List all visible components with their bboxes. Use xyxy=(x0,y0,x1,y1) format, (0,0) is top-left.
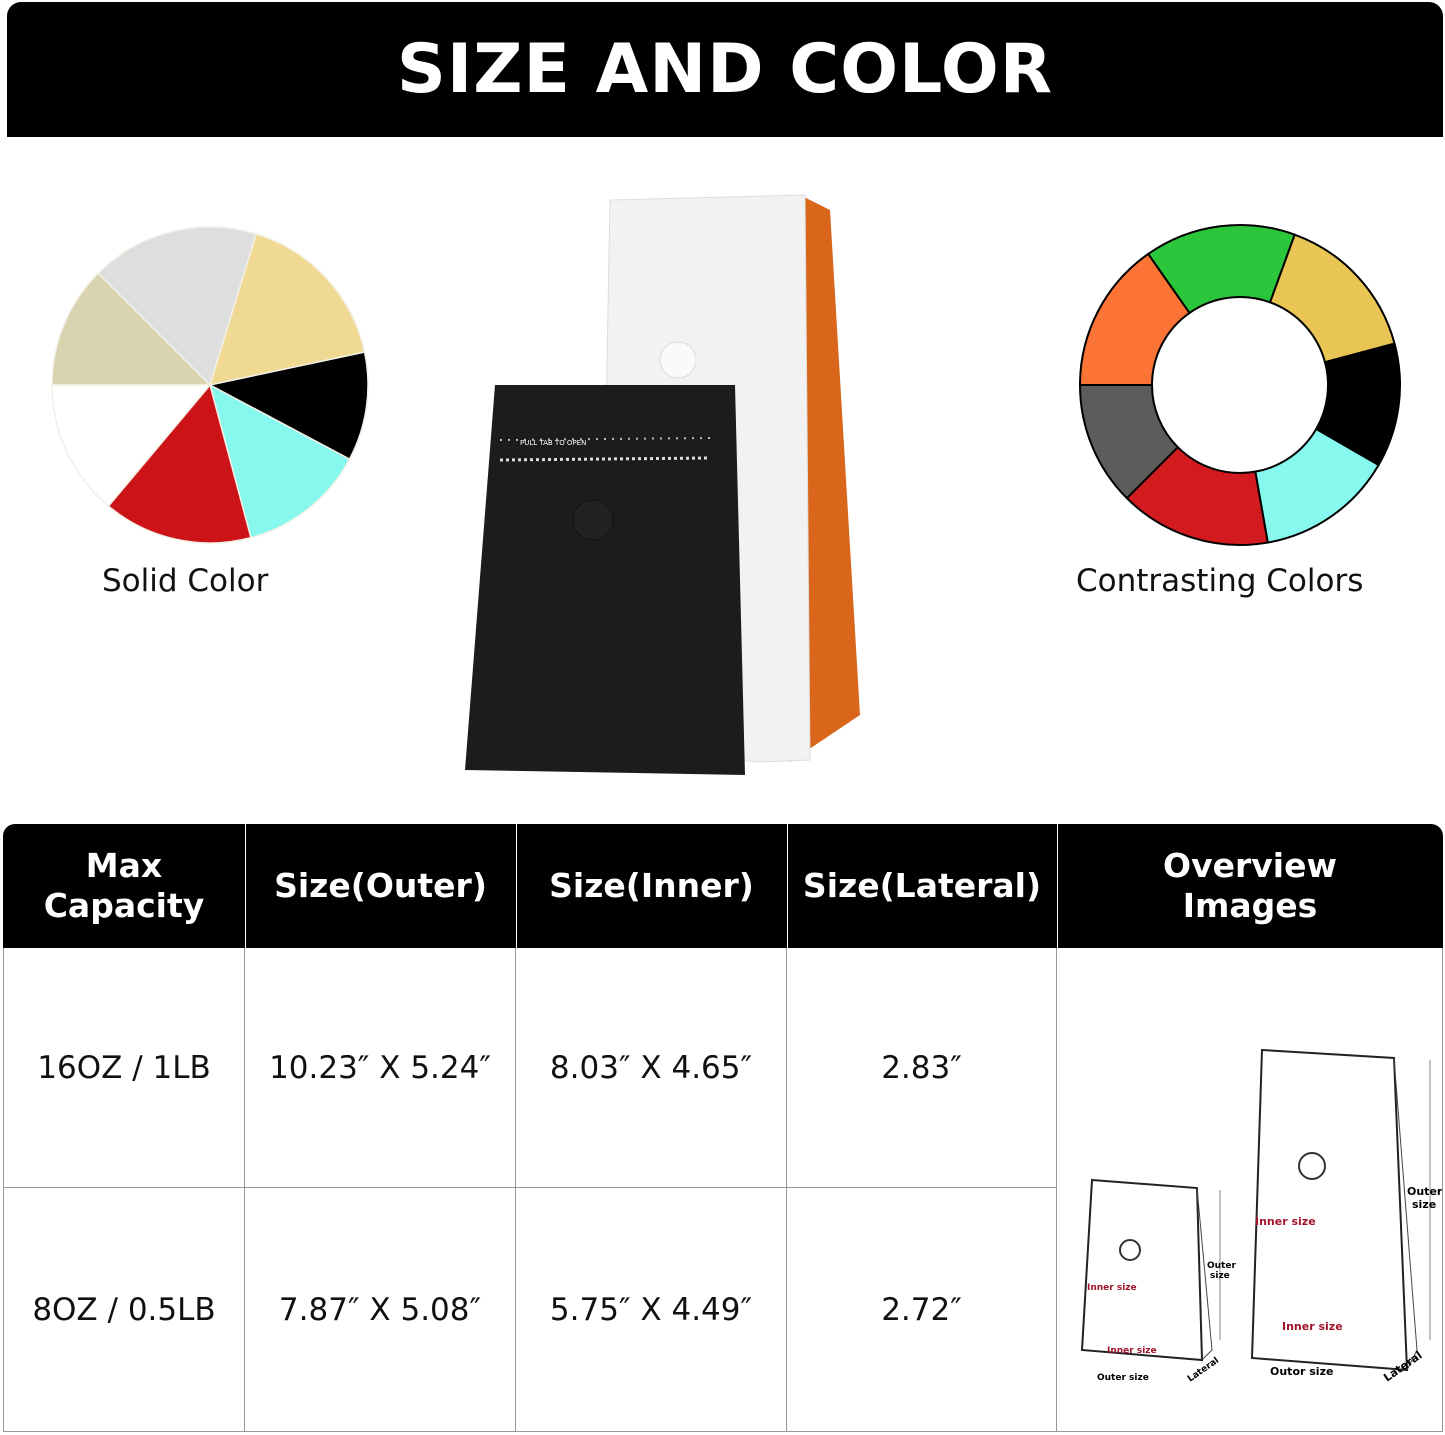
banner-title: SIZE AND COLOR xyxy=(7,2,1443,137)
outer-size-bottom-large: Outor size xyxy=(1270,1365,1333,1378)
cell-inner: 8.03″ X 4.65″ xyxy=(516,948,787,1188)
lateral-label-large: Lateral xyxy=(1381,1349,1424,1385)
black-bag-valve xyxy=(572,499,614,541)
pie-slice xyxy=(208,383,351,539)
pie-slice xyxy=(208,232,366,386)
inner-size-label-small: Inner size xyxy=(1087,1283,1137,1293)
cell-lateral: 2.72″ xyxy=(787,1188,1057,1432)
solid-color-label: Solid Color xyxy=(102,563,269,599)
cell-capacity: 8OZ / 0.5LB xyxy=(3,1188,245,1432)
overview-diagram: Inner size Inner size Inner size Inner s… xyxy=(1080,1048,1442,1385)
inner-size-label-small-bottom: Inner size xyxy=(1107,1346,1157,1356)
black-bag xyxy=(465,385,745,775)
contrasting-colors-donut xyxy=(1078,224,1401,546)
cell-lateral: 2.83″ xyxy=(787,948,1057,1188)
coffee-bags-photo: PULL TAB TO OPEN xyxy=(465,194,860,775)
outer-label-small-2: size xyxy=(1210,1271,1230,1281)
header-max-capacity: Max Capacity xyxy=(43,846,205,925)
zipper-text: PULL TAB TO OPEN xyxy=(520,439,586,447)
header-overview-images: Overview Images xyxy=(1163,846,1337,925)
pie-slice xyxy=(51,272,212,386)
header-size-inner: Size(Inner) xyxy=(549,866,754,906)
inner-size-label-large-bottom: Inner size xyxy=(1282,1320,1343,1333)
pie-slice xyxy=(51,384,212,508)
cell-inner: 5.75″ X 4.49″ xyxy=(516,1188,787,1432)
cell-outer: 7.87″ X 5.08″ xyxy=(245,1188,516,1432)
overview-diagram-cell xyxy=(1057,948,1443,1432)
cell-capacity: 16OZ / 1LB xyxy=(3,948,245,1188)
outer-size-bottom-small: Outer size xyxy=(1097,1373,1149,1383)
pie-slice xyxy=(207,351,369,461)
outer-label-large-2: size xyxy=(1412,1198,1436,1211)
contrasting-colors-label: Contrasting Colors xyxy=(1076,563,1364,599)
size-table-header xyxy=(3,824,1443,948)
solid-color-pie xyxy=(51,226,369,544)
pie-slice xyxy=(107,383,252,544)
inner-size-label-large: Inner size xyxy=(1255,1215,1316,1228)
pie-slice xyxy=(97,226,258,387)
white-bag-valve xyxy=(659,341,697,379)
donut-segment xyxy=(1268,233,1396,364)
header-size-lateral: Size(Lateral) xyxy=(802,866,1042,906)
outer-label-large-1: Outer xyxy=(1407,1185,1442,1198)
outer-label-small-1: Outer xyxy=(1207,1261,1236,1271)
header-size-outer: Size(Outer) xyxy=(274,866,487,906)
cell-outer: 10.23″ X 5.24″ xyxy=(245,948,516,1188)
donut-segment xyxy=(1078,384,1180,500)
